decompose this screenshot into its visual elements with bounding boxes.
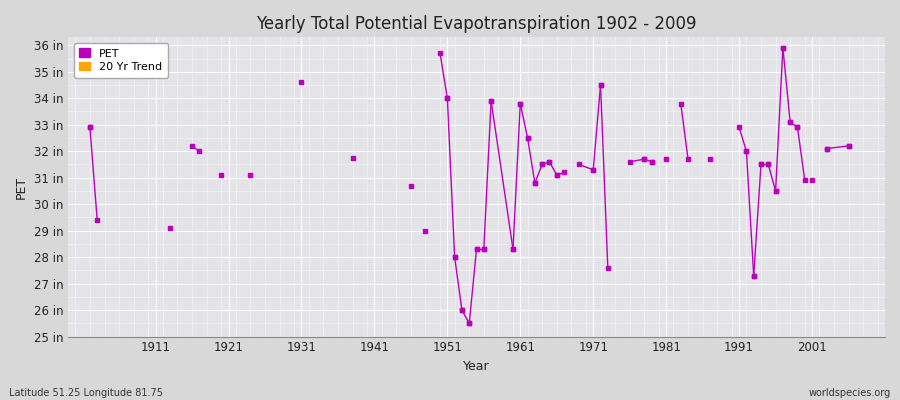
X-axis label: Year: Year (464, 360, 490, 373)
Title: Yearly Total Potential Evapotranspiration 1902 - 2009: Yearly Total Potential Evapotranspiratio… (256, 15, 697, 33)
Text: worldspecies.org: worldspecies.org (809, 388, 891, 398)
Legend: PET, 20 Yr Trend: PET, 20 Yr Trend (74, 43, 167, 78)
Y-axis label: PET: PET (15, 175, 28, 198)
Text: Latitude 51.25 Longitude 81.75: Latitude 51.25 Longitude 81.75 (9, 388, 163, 398)
